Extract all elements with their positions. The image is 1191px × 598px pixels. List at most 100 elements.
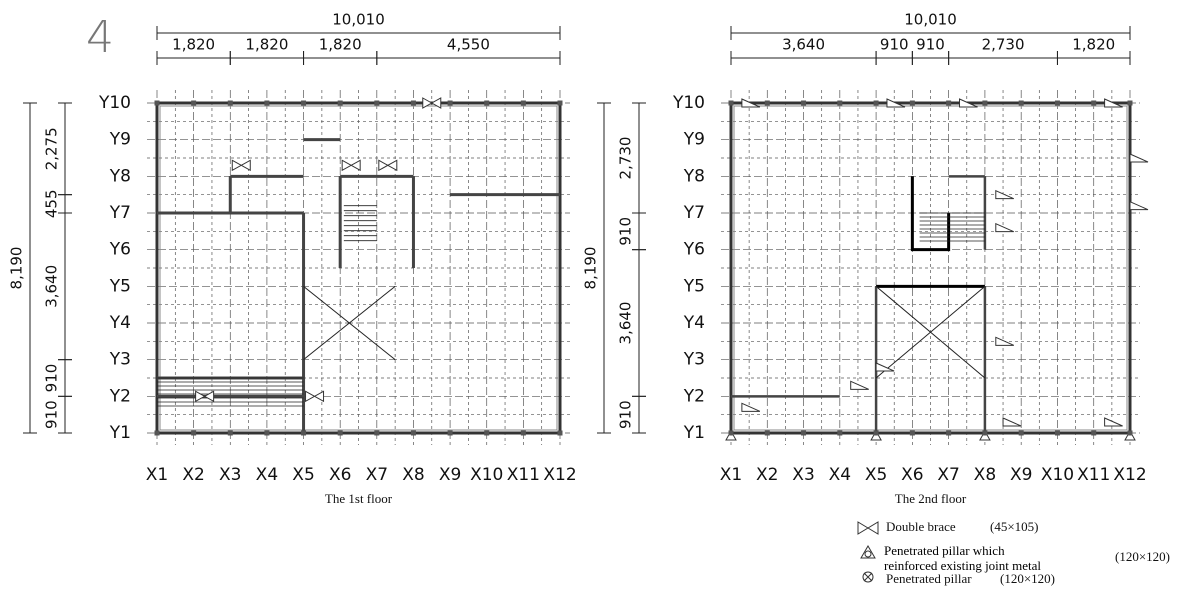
y-axis-label: Y9	[683, 130, 705, 150]
dimension: 455	[43, 190, 61, 219]
stair-wall	[910, 176, 951, 252]
dimension: 1,820	[1072, 36, 1115, 54]
x-axis-label: X9	[1010, 465, 1032, 485]
brace-triangle	[741, 402, 761, 412]
legend-label: Penetrated pillar which reinforced exist…	[884, 543, 1042, 573]
pillar	[1127, 100, 1133, 106]
pillar-icon	[863, 572, 873, 582]
double-brace	[305, 390, 325, 403]
x-axis-label: X10	[1041, 465, 1074, 485]
brace-triangle	[1129, 153, 1149, 163]
x-axis-label: X1	[720, 465, 742, 485]
x-axis-label: X7	[937, 465, 959, 485]
pillar	[191, 430, 197, 436]
y-axis-label: Y3	[683, 350, 705, 370]
pillar	[801, 430, 807, 436]
dimension: 910	[43, 364, 61, 393]
pillar	[982, 430, 988, 436]
y-axis-label: Y2	[683, 386, 705, 406]
x-axis-label: X11	[507, 465, 540, 485]
x-axis-label: X2	[182, 465, 204, 485]
brace-triangle	[1129, 200, 1149, 211]
dimension: 3,640	[782, 36, 825, 54]
dimension: 910	[880, 36, 909, 54]
pillar	[1054, 100, 1060, 106]
dimension: 910	[43, 400, 61, 429]
x-axis-label: X12	[1113, 465, 1146, 485]
floor-plan: X1 X2 X3 X4 X5 X6 X7 X8 X9 X10 X11 X12 Y10 Y9 Y8 Y7 Y6 Y5…	[582, 11, 1149, 506]
x-axis-label: X8	[974, 465, 996, 485]
x-axis-label: X4	[256, 465, 278, 485]
x-axis-label: X12	[543, 465, 576, 485]
pillar	[410, 100, 416, 106]
x-axis-label: X11	[1077, 465, 1110, 485]
plan-caption: The 1st floor	[325, 491, 393, 506]
double-brace	[422, 97, 442, 109]
pillar-metal-icon	[864, 550, 872, 558]
brace-triangle	[741, 98, 761, 108]
pillar	[447, 430, 453, 436]
pillar-icon	[862, 571, 874, 583]
y-axis-label: Y6	[683, 240, 705, 260]
pillar	[982, 100, 988, 106]
pillar	[374, 100, 380, 106]
pillar	[1054, 430, 1060, 436]
pillar	[873, 430, 879, 436]
legend-wrap: Penetrated pillar which reinforced exist…	[884, 543, 1042, 573]
brace-triangle	[995, 336, 1014, 346]
pillar	[1091, 430, 1097, 436]
x-axis-label: X9	[439, 465, 461, 485]
pillar	[557, 100, 563, 106]
pillar	[946, 430, 952, 436]
dimension-total: 10,010	[904, 11, 957, 29]
dimension: 910	[617, 400, 635, 429]
dimension: 2,730	[982, 36, 1025, 54]
dimension: 2,275	[43, 127, 61, 170]
pillar	[557, 430, 563, 436]
x-axis-label: X3	[219, 465, 241, 485]
void-mark	[303, 285, 396, 361]
dimension: 1,820	[172, 36, 215, 54]
y-axis-label: Y8	[109, 166, 131, 186]
x-axis-label: X2	[756, 465, 778, 485]
brace-triangle	[875, 362, 895, 372]
y-axis-label: Y2	[109, 386, 131, 406]
y-axis-label: Y7	[683, 203, 705, 223]
pillar	[909, 430, 915, 436]
double-brace	[231, 159, 251, 172]
pillar	[337, 100, 343, 106]
dimension: 1,820	[245, 36, 288, 54]
legend-size: (120×120)	[1000, 571, 1055, 586]
brace-triangle	[1104, 417, 1123, 427]
brace-triangle	[959, 98, 978, 108]
brace-triangle	[1104, 98, 1123, 108]
plan-caption: The 2nd floor	[895, 491, 967, 506]
pillar	[484, 430, 490, 436]
pillar	[1018, 100, 1024, 106]
x-axis-label: X5	[292, 465, 314, 485]
y-axis-label: Y4	[683, 313, 705, 333]
y-axis-label: Y8	[683, 166, 705, 186]
y-axis-label: Y1	[109, 423, 131, 443]
y-axis-label: Y5	[109, 276, 131, 296]
outer-wall	[155, 101, 562, 435]
y-axis-label: Y5	[683, 276, 705, 296]
pillar	[484, 100, 490, 106]
pillar	[337, 430, 343, 436]
x-axis-label: X5	[865, 465, 887, 485]
legend-size: (45×105)	[990, 519, 1039, 534]
pillar	[227, 430, 233, 436]
y-axis-label: Y3	[109, 350, 131, 370]
x-axis-label: X1	[146, 465, 168, 485]
dimension-total: 8,190	[582, 247, 600, 290]
outer-wall	[159, 105, 558, 431]
pillar	[154, 100, 160, 106]
x-axis-label: X10	[470, 465, 503, 485]
legend: Double brace (45×105) Penetrated pillar …	[857, 519, 1170, 586]
dimension: 3,640	[43, 265, 61, 308]
brace-icon	[857, 521, 879, 535]
pillar	[520, 430, 526, 436]
pillar	[1018, 430, 1024, 436]
y-axis-label: Y9	[109, 130, 131, 150]
